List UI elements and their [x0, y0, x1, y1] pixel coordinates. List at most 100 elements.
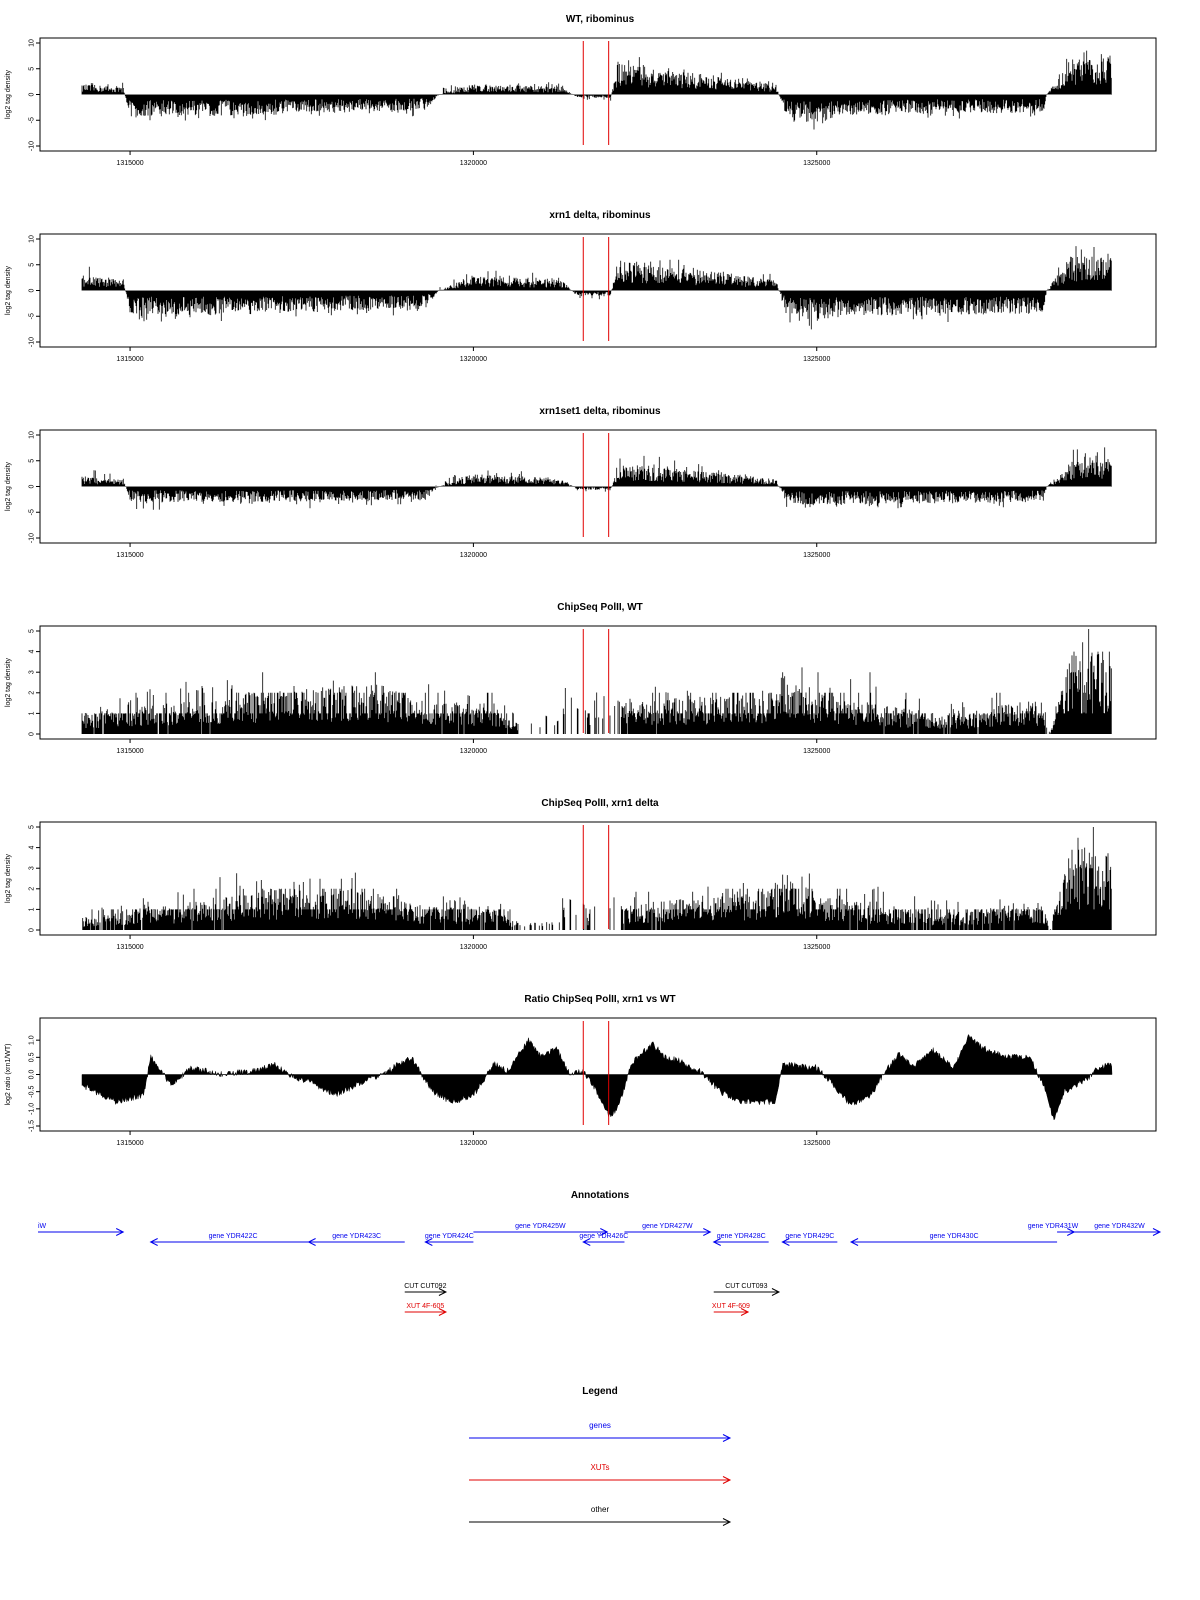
area-mark — [81, 1033, 1113, 1121]
annotation-arrow — [149, 1238, 316, 1246]
x-tick-label: 1320000 — [460, 356, 487, 363]
panel-3: xrn1set1 delta, ribominus -10 -5 0 5 10 log2 t… — [5, 406, 1157, 559]
y-tick-label: 5 — [29, 459, 36, 463]
y-axis-label: log2 tag density — [5, 657, 12, 707]
x-tick-label: 1325000 — [803, 1140, 830, 1147]
y-axis-label: log2 tag density — [5, 461, 12, 511]
y-tick-label: 10 — [29, 431, 36, 439]
legend-title: Legend — [582, 1386, 618, 1397]
annotation-label: gene YDR426C — [579, 1233, 628, 1240]
legend-label: other — [591, 1505, 610, 1514]
annotation-arrow — [307, 1238, 405, 1246]
y-tick-label: 10 — [29, 235, 36, 243]
annotation-arrow — [781, 1238, 838, 1246]
panel-title: xrn1 delta, ribominus — [549, 210, 651, 221]
y-tick-label: -0.5 — [29, 1086, 36, 1098]
panel-4: ChipSeq PolII, WT 0 1 2 3 4 5 log2 tag density 1… — [5, 602, 1157, 755]
annotation-label: iW — [38, 1223, 47, 1230]
bar-marks — [81, 629, 1112, 734]
annotation-label: gene YDR425W — [515, 1223, 566, 1230]
panel-title: Ratio ChipSeq PolII, xrn1 vs WT — [524, 994, 675, 1005]
panel-title: WT, ribominus — [566, 14, 635, 25]
y-tick-label: 1 — [29, 711, 36, 715]
y-tick-label: -1.5 — [29, 1120, 36, 1132]
annotation-label: gene YDR432W — [1094, 1223, 1145, 1230]
annotation-arrow — [713, 1308, 750, 1316]
y-tick-label: 5 — [29, 825, 36, 829]
x-tick-label: 1325000 — [803, 748, 830, 755]
y-axis-label: log2 tag density — [5, 69, 12, 119]
annotation-label: CUT CUT092 — [404, 1283, 446, 1290]
annotations-panel: Annotations iW gene YDR422C gene YDR423C gen… — [38, 1190, 1162, 1316]
annotation-arrow — [404, 1288, 448, 1296]
panel-title: ChipSeq PolII, xrn1 delta — [541, 798, 659, 809]
x-tick-label: 1320000 — [460, 748, 487, 755]
legend-label: XUTs — [590, 1463, 609, 1472]
y-tick-label: 5 — [29, 67, 36, 71]
y-tick-label: 0.0 — [29, 1070, 36, 1080]
y-tick-label: 0 — [29, 484, 36, 488]
annotation-arrow — [1057, 1228, 1076, 1236]
annotation-label: CUT CUT093 — [725, 1283, 767, 1290]
y-tick-label: -10 — [29, 337, 36, 347]
legend-label: genes — [589, 1421, 611, 1430]
y-tick-label: 1.0 — [29, 1035, 36, 1045]
x-tick-label: 1320000 — [460, 552, 487, 559]
x-tick-label: 1325000 — [803, 552, 830, 559]
y-axis-label: log2 tag density — [5, 265, 12, 315]
x-tick-label: 1315000 — [116, 944, 143, 951]
bar-marks — [81, 447, 1112, 510]
plot-frame — [39, 625, 1157, 740]
y-axis-label: log2 tag density — [5, 853, 12, 903]
x-tick-label: 1325000 — [803, 356, 830, 363]
x-tick-label: 1325000 — [803, 160, 830, 167]
data-series — [81, 246, 1112, 330]
data-series — [81, 1033, 1113, 1121]
y-tick-label: 4 — [29, 650, 36, 654]
annotation-arrow — [473, 1228, 609, 1236]
y-axis-label: log2 ratio (xrn1/WT) — [5, 1044, 12, 1106]
y-tick-label: 0 — [29, 288, 36, 292]
y-tick-label: 0 — [29, 732, 36, 736]
x-tick-label: 1325000 — [803, 944, 830, 951]
x-tick-label: 1315000 — [116, 748, 143, 755]
y-tick-label: 0.5 — [29, 1052, 36, 1062]
y-tick-label: 10 — [29, 39, 36, 47]
y-tick-label: -5 — [29, 117, 36, 123]
panel-2: xrn1 delta, ribominus -10 -5 0 5 10 log2 tag d… — [5, 210, 1157, 363]
annotation-arrow — [582, 1238, 625, 1246]
annotation-label: gene YDR427W — [642, 1223, 693, 1230]
y-tick-label: 0 — [29, 928, 36, 932]
panel-5: ChipSeq PolII, xrn1 delta 0 1 2 3 4 5 log2 tag … — [5, 798, 1157, 951]
y-tick-label: 0 — [29, 92, 36, 96]
annotation-label: gene YDR428C — [717, 1233, 766, 1240]
legend-panel: Legend genes XUTs other — [469, 1386, 732, 1526]
annotation-arrow — [713, 1288, 781, 1296]
annotation-label: XUT 4F-609 — [712, 1303, 750, 1310]
y-tick-label: -5 — [29, 313, 36, 319]
y-tick-label: -5 — [29, 509, 36, 515]
plot-frame — [39, 821, 1157, 936]
annotation-arrow — [424, 1238, 474, 1246]
y-tick-label: 5 — [29, 629, 36, 633]
bar-marks — [81, 246, 1112, 330]
data-series — [81, 629, 1112, 734]
x-tick-label: 1320000 — [460, 1140, 487, 1147]
annotation-label: gene YDR431W — [1028, 1223, 1079, 1230]
y-tick-label: -1.0 — [29, 1103, 36, 1115]
legend-arrow — [469, 1476, 732, 1484]
x-tick-label: 1320000 — [460, 160, 487, 167]
x-tick-label: 1315000 — [116, 160, 143, 167]
annotation-label: gene YDR429C — [785, 1233, 834, 1240]
bar-marks — [82, 827, 1112, 930]
data-series — [81, 50, 1112, 130]
y-tick-label: 1 — [29, 907, 36, 911]
annotation-label: gene YDR430C — [930, 1233, 979, 1240]
annotation-label: XUT 4F-605 — [406, 1303, 444, 1310]
legend-arrow — [469, 1434, 732, 1442]
panel-6: Ratio ChipSeq PolII, xrn1 vs WT -1.5 -1.0 -… — [5, 994, 1157, 1147]
annotation-arrow — [624, 1228, 712, 1236]
bar-marks — [81, 50, 1112, 130]
annotation-arrow — [404, 1308, 448, 1316]
